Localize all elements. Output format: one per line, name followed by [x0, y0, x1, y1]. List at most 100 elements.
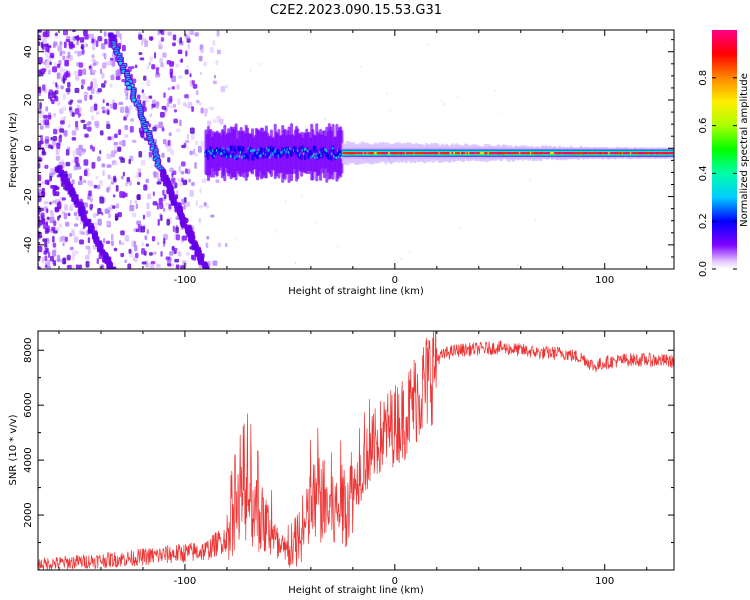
heatmap-cell — [169, 95, 173, 103]
heatmap-cell — [209, 106, 214, 111]
band-peak — [461, 152, 463, 155]
heatmap-cell — [456, 95, 459, 98]
heatmap-cell — [85, 260, 90, 268]
band-peak — [385, 152, 389, 155]
heatmap-cell — [109, 57, 114, 61]
heatmap-cell — [77, 180, 83, 186]
band-peak — [647, 152, 651, 155]
heatmap-cell — [187, 30, 192, 34]
heatmap-cell — [41, 181, 44, 185]
heatmap-cell — [135, 172, 139, 179]
heatmap-cell — [74, 108, 80, 115]
band-peak — [660, 152, 664, 155]
heatmap-cell — [42, 238, 48, 242]
heatmap-cell — [38, 153, 41, 157]
heatmap-cell — [45, 51, 49, 58]
band-peak — [645, 152, 648, 155]
heatmap-cell — [157, 218, 160, 226]
heatmap-cell — [87, 248, 91, 255]
band-peak — [470, 152, 475, 155]
heatmap-cell — [67, 212, 71, 217]
band-peak — [488, 152, 493, 155]
heatmap-cell — [141, 248, 146, 255]
heatmap-cell — [50, 184, 54, 189]
heatmap-cell — [201, 178, 207, 184]
heatmap-cell — [194, 32, 199, 37]
heatmap-cell — [85, 43, 89, 47]
heatmap-cell — [97, 207, 102, 215]
heatmap-cell — [84, 94, 87, 102]
heatmap-cell — [191, 80, 195, 85]
heatmap-cell — [155, 263, 161, 268]
heatmap-cell — [58, 135, 62, 143]
heatmap-cell — [192, 84, 198, 89]
heatmap-cell — [168, 204, 172, 210]
heatmap-cell — [182, 102, 187, 107]
heatmap-cell — [57, 215, 60, 221]
band-peak — [415, 152, 420, 155]
heatmap-cell — [115, 203, 120, 209]
heatmap-cell — [40, 212, 45, 220]
heatmap-cell — [177, 98, 181, 105]
x-tick-label: 0 — [392, 275, 398, 286]
heatmap-cell — [131, 139, 137, 143]
heatmap-cell — [144, 235, 148, 241]
heatmap-cell — [58, 200, 61, 208]
heatmap-cell — [68, 173, 72, 179]
heatmap-cell — [44, 119, 50, 126]
heatmap-cell — [107, 174, 111, 180]
heatmap-cell — [90, 87, 95, 95]
heatmap-cell — [71, 179, 75, 185]
heatmap-cell — [152, 99, 156, 105]
heatmap-cell — [163, 92, 166, 98]
heatmap-cell — [97, 184, 101, 190]
heatmap-cell — [459, 226, 462, 229]
heatmap-cell — [182, 179, 188, 186]
heatmap-cell — [53, 113, 57, 117]
band-peak — [614, 152, 617, 155]
heatmap-cell — [103, 31, 107, 37]
heatmap-cell — [56, 254, 61, 262]
heatmap-cell — [219, 118, 224, 125]
band-peak — [423, 152, 428, 155]
heatmap-cell — [63, 41, 67, 49]
heatmap-cell — [147, 193, 152, 200]
heatmap-cell — [87, 126, 92, 132]
heatmap-cell — [175, 226, 179, 234]
heatmap-cell — [183, 204, 186, 210]
heatmap-cell — [52, 66, 58, 73]
x-tick-label: 0 — [392, 576, 398, 587]
heatmap-cell — [38, 266, 41, 269]
heatmap-cell — [85, 222, 89, 226]
heatmap-cell — [55, 32, 58, 37]
heatmap-cell — [60, 85, 64, 90]
heatmap-cell — [96, 258, 99, 265]
colorbar-gradient — [712, 30, 737, 269]
heatmap-cell — [53, 220, 57, 227]
heatmap-cell — [102, 238, 106, 244]
band-peak — [357, 152, 359, 155]
heatmap-cell — [150, 261, 156, 265]
heatmap-cell — [63, 131, 68, 135]
heatmap-cell — [300, 194, 303, 198]
band-peak — [520, 152, 526, 155]
heatmap-cell — [73, 223, 79, 227]
heatmap-cell — [86, 122, 90, 126]
heatmap-cell — [58, 223, 63, 228]
heatmap-cell — [148, 36, 154, 41]
heatmap-cell — [99, 130, 104, 136]
heatmap-cell — [77, 50, 83, 57]
heatmap-cell — [98, 179, 103, 186]
heatmap-cell — [92, 69, 97, 73]
heatmap-cell — [184, 197, 187, 203]
heatmap-cell — [205, 242, 209, 248]
heatmap-cell — [191, 106, 195, 112]
heatmap-cell — [97, 156, 101, 162]
heatmap-cell — [64, 204, 68, 211]
snr-y-ticks: 2000 4000 6000 8000 — [23, 338, 674, 544]
heatmap-cell — [52, 200, 57, 204]
heatmap-cell — [102, 110, 106, 114]
heatmap-cell — [124, 259, 127, 264]
heatmap-cell — [85, 245, 91, 250]
heatmap-cell — [174, 182, 178, 189]
